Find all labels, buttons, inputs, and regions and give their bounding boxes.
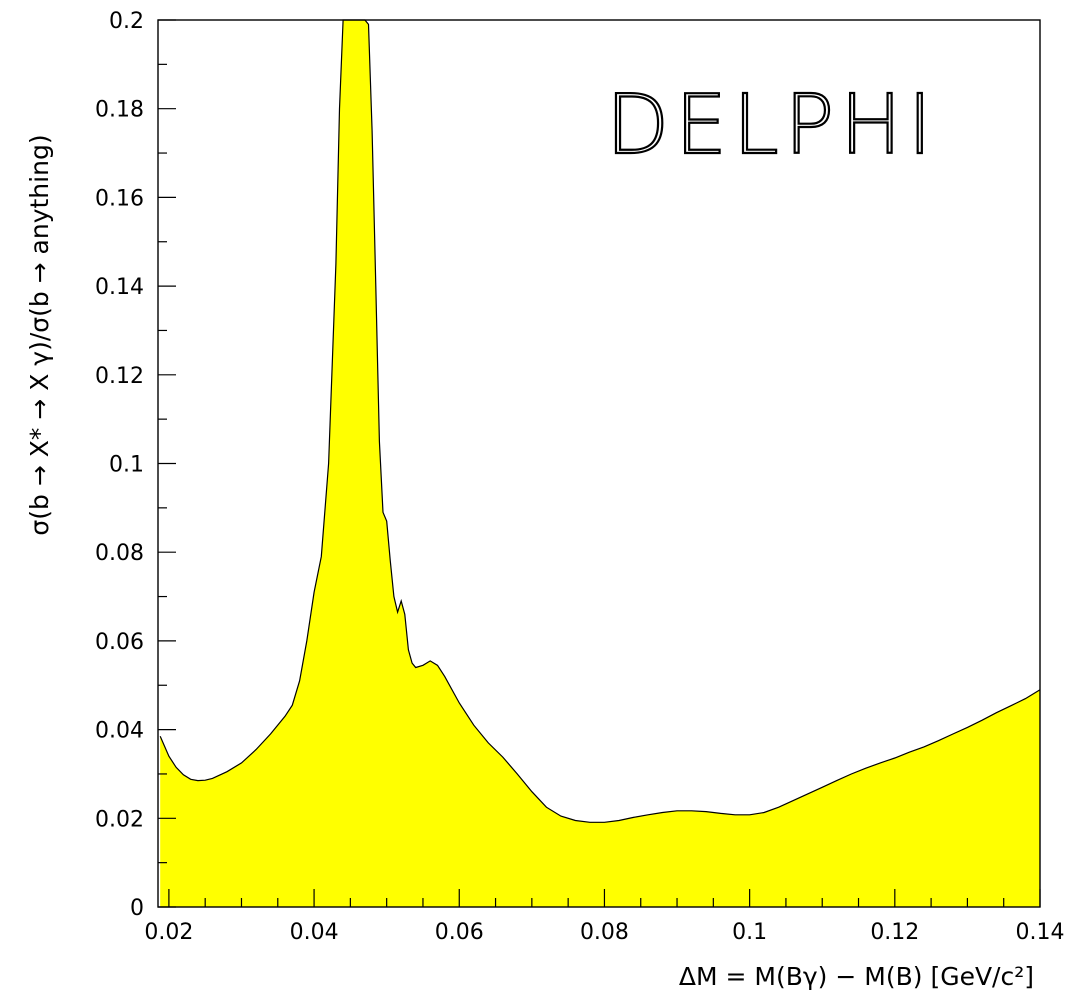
y-axis-title: σ(b → X* → X γ)/σ(b → anything) xyxy=(25,134,54,535)
x-tick-label: 0.08 xyxy=(580,920,629,945)
x-tick-label: 0.1 xyxy=(732,920,767,945)
x-tick-label: 0.12 xyxy=(870,920,919,945)
y-tick-label: 0.1 xyxy=(109,453,144,478)
y-tick-label: 0.16 xyxy=(95,186,144,211)
y-tick-label: 0.08 xyxy=(95,541,144,566)
y-tick-label: 0.02 xyxy=(95,807,144,832)
area-fill xyxy=(160,20,1040,907)
x-axis: 0.02 0.04 0.06 0.08 0.1 0.12 0.14 xyxy=(144,889,1064,945)
y-tick-label: 0 xyxy=(130,896,144,921)
x-axis-title: ΔM = M(Bγ) − M(B) [GeV/c²] xyxy=(679,962,1034,991)
y-tick-label: 0.12 xyxy=(95,364,144,389)
area-outline xyxy=(159,19,1041,823)
x-tick-label: 0.04 xyxy=(290,920,339,945)
y-tick-label: 0.18 xyxy=(95,98,144,123)
x-tick-label: 0.14 xyxy=(1016,920,1065,945)
y-tick-label: 0.14 xyxy=(95,275,144,300)
y-tick-label: 0.2 xyxy=(109,9,144,34)
x-tick-label: 0.06 xyxy=(435,920,484,945)
x-tick-label: 0.02 xyxy=(144,920,193,945)
y-axis: 0 0.02 0.04 0.06 0.08 0.1 0.12 0.14 0.16 0.18 0.2 xyxy=(95,9,176,921)
area-layer xyxy=(159,19,1041,907)
y-tick-label: 0.06 xyxy=(95,630,144,655)
y-tick-label: 0.04 xyxy=(95,719,144,744)
logo-text: DELPHI xyxy=(606,78,938,173)
